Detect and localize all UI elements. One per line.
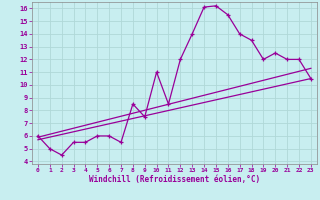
X-axis label: Windchill (Refroidissement éolien,°C): Windchill (Refroidissement éolien,°C) bbox=[89, 175, 260, 184]
